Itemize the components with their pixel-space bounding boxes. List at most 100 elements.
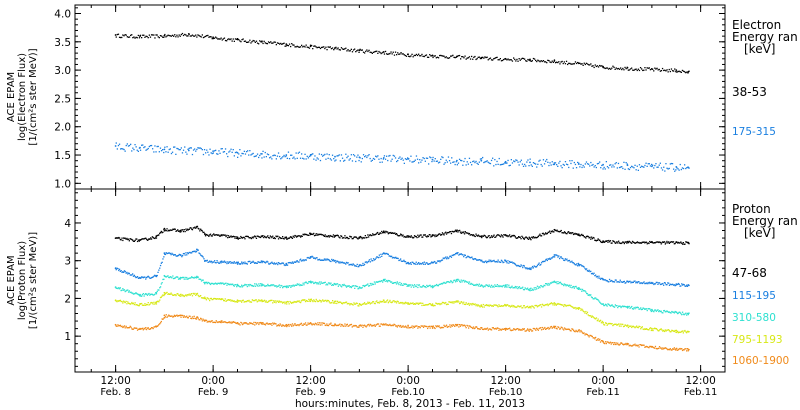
data-point bbox=[385, 230, 387, 232]
data-point bbox=[199, 295, 201, 297]
data-point bbox=[673, 70, 675, 72]
data-point-175-315 bbox=[456, 159, 458, 162]
data-point bbox=[518, 305, 520, 307]
data-point bbox=[445, 56, 447, 58]
data-point bbox=[426, 325, 428, 328]
data-point bbox=[191, 229, 194, 231]
data-point bbox=[573, 161, 575, 164]
data-point bbox=[154, 37, 156, 39]
data-point bbox=[200, 36, 202, 38]
data-point-38-53 bbox=[187, 33, 190, 35]
data-point bbox=[440, 158, 442, 160]
data-point bbox=[485, 56, 487, 59]
data-point bbox=[393, 256, 395, 259]
data-point bbox=[115, 269, 117, 271]
data-point bbox=[517, 287, 519, 290]
data-point bbox=[218, 282, 220, 284]
data-point bbox=[479, 328, 481, 330]
data-point bbox=[687, 72, 689, 74]
data-point bbox=[118, 268, 121, 270]
data-point bbox=[407, 303, 409, 305]
data-point bbox=[313, 257, 316, 259]
data-point bbox=[369, 282, 371, 285]
data-point bbox=[609, 341, 612, 343]
data-point bbox=[509, 329, 512, 331]
data-point bbox=[547, 59, 549, 61]
data-point bbox=[441, 259, 444, 261]
data-point-175-315 bbox=[236, 151, 239, 154]
data-point bbox=[164, 253, 167, 256]
data-point bbox=[178, 277, 180, 280]
data-point bbox=[597, 238, 599, 240]
data-point bbox=[635, 242, 637, 244]
data-point bbox=[388, 232, 390, 234]
data-point-38-53 bbox=[309, 45, 312, 48]
data-point bbox=[368, 234, 371, 236]
data-point bbox=[570, 305, 572, 307]
data-point-47-68 bbox=[309, 232, 312, 235]
data-point bbox=[202, 297, 204, 299]
data-point bbox=[265, 261, 267, 263]
data-point bbox=[369, 261, 371, 263]
data-point bbox=[577, 234, 580, 236]
data-point bbox=[680, 71, 682, 73]
data-point bbox=[517, 305, 519, 307]
data-point bbox=[299, 157, 302, 159]
data-point bbox=[321, 234, 323, 236]
data-point bbox=[600, 340, 603, 342]
data-point-38-53 bbox=[529, 58, 531, 61]
data-point bbox=[548, 303, 550, 306]
data-point bbox=[345, 237, 347, 239]
data-point bbox=[462, 279, 464, 282]
data-point bbox=[241, 152, 243, 155]
data-point bbox=[495, 285, 497, 287]
data-point bbox=[645, 69, 647, 71]
data-point bbox=[316, 257, 318, 259]
data-point bbox=[631, 326, 633, 329]
data-point bbox=[250, 322, 253, 324]
data-point bbox=[545, 328, 547, 330]
data-point bbox=[180, 147, 182, 149]
data-point bbox=[281, 237, 283, 239]
data-point bbox=[623, 69, 625, 71]
data-point bbox=[193, 315, 195, 317]
data-point bbox=[552, 304, 554, 306]
data-point bbox=[136, 276, 138, 278]
data-point bbox=[323, 259, 325, 261]
data-point bbox=[433, 260, 435, 263]
data-point bbox=[336, 302, 338, 305]
data-point bbox=[494, 304, 496, 306]
data-point bbox=[686, 284, 688, 286]
data-point bbox=[589, 315, 591, 317]
legend-unit: [keV] bbox=[744, 42, 775, 56]
data-point-310-580 bbox=[358, 286, 361, 288]
data-point bbox=[654, 67, 656, 69]
data-point bbox=[455, 161, 457, 163]
data-point bbox=[659, 347, 662, 349]
data-point bbox=[302, 259, 304, 261]
data-point bbox=[281, 301, 283, 303]
data-point bbox=[370, 51, 372, 54]
data-point bbox=[409, 326, 412, 329]
data-point bbox=[513, 328, 515, 330]
data-point bbox=[631, 345, 633, 347]
data-point bbox=[464, 157, 466, 160]
data-point bbox=[232, 235, 235, 237]
data-point bbox=[181, 152, 184, 154]
data-point bbox=[648, 67, 650, 69]
data-point bbox=[549, 283, 551, 285]
data-point bbox=[174, 146, 176, 148]
data-point bbox=[381, 280, 383, 282]
data-point bbox=[351, 264, 353, 266]
data-point bbox=[380, 253, 382, 255]
data-point bbox=[512, 287, 514, 289]
data-point bbox=[522, 305, 525, 307]
data-point bbox=[494, 159, 496, 161]
data-point bbox=[383, 280, 385, 282]
data-point bbox=[682, 167, 685, 170]
data-point bbox=[582, 290, 584, 292]
data-point bbox=[527, 159, 529, 161]
data-point bbox=[644, 308, 646, 310]
data-point bbox=[587, 235, 589, 238]
data-point bbox=[641, 344, 643, 346]
